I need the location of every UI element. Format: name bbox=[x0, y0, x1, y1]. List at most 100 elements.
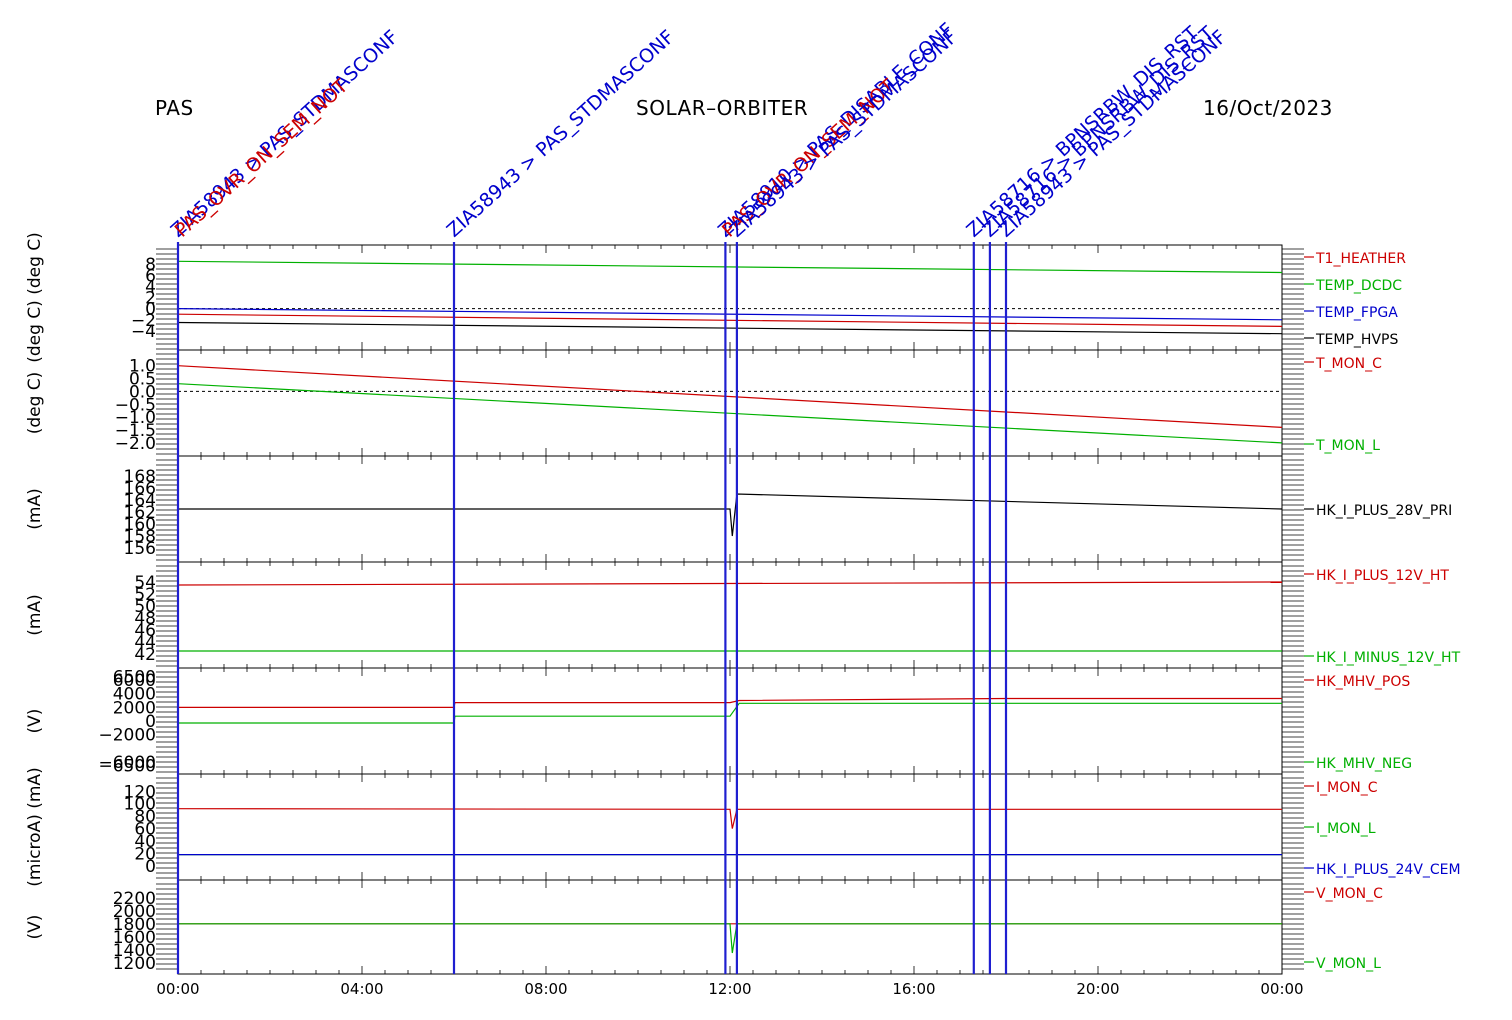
series-line-hk-mhv-neg bbox=[178, 702, 1282, 724]
y-tick-label: 0.5 bbox=[129, 370, 156, 390]
legend-label: HK_I_PLUS_24V_CEM bbox=[1316, 862, 1461, 878]
legend-label: I_MON_C bbox=[1316, 780, 1378, 796]
legend-label: HK_MHV_POS bbox=[1316, 674, 1410, 690]
y-tick-label: 20 bbox=[134, 844, 156, 864]
y-tick-label: 40 bbox=[134, 832, 156, 852]
y-tick-label: 52 bbox=[134, 585, 156, 605]
legend-label: I_MON_L bbox=[1316, 821, 1376, 837]
panel-frame bbox=[177, 667, 1283, 775]
y-tick-label: −0.5 bbox=[115, 395, 156, 415]
y-tick-label: −2.0 bbox=[115, 434, 156, 454]
y-tick-label: 46 bbox=[134, 621, 156, 641]
y-tick-label: 6500 bbox=[113, 668, 156, 688]
legend-label: TEMP_HVPS bbox=[1315, 332, 1398, 348]
event-label: PAS_OVR_ON_SEM_NOT bbox=[171, 75, 353, 242]
y-tick-label: −6000 bbox=[98, 753, 156, 773]
y-tick-label: 2000 bbox=[113, 698, 156, 718]
y-tick-label: 60 bbox=[134, 820, 156, 840]
y-axis-label: (deg C) bbox=[25, 372, 45, 435]
legend-label: V_MON_L bbox=[1316, 956, 1381, 972]
legend-label: HK_I_PLUS_28V_PRI bbox=[1316, 503, 1452, 519]
series-line-t1-heather bbox=[177, 313, 1283, 327]
y-axis-label: (V) bbox=[25, 915, 45, 940]
y-tick-label: 166 bbox=[124, 479, 156, 499]
y-tick-label: 2200 bbox=[113, 889, 156, 909]
y-tick-label: 44 bbox=[134, 633, 156, 653]
event-label: ZIA58943 > PAS_STDMASCONF bbox=[726, 26, 962, 242]
y-tick-label: 2000 bbox=[113, 902, 156, 922]
y-tick-label: 48 bbox=[134, 609, 156, 629]
x-tick-label: 04:00 bbox=[340, 980, 383, 998]
y-tick-label: 158 bbox=[124, 527, 156, 547]
series-line-t-mon-c bbox=[177, 365, 1283, 428]
legend-label: TEMP_FPGA bbox=[1315, 305, 1398, 321]
y-tick-label: 0.0 bbox=[129, 382, 156, 402]
x-tick-label: 00:00 bbox=[1260, 980, 1303, 998]
y-tick-label: −2 bbox=[131, 311, 156, 331]
panel-frame bbox=[177, 349, 1283, 457]
y-tick-label: 4000 bbox=[113, 685, 156, 705]
y-tick-label: 1600 bbox=[113, 928, 156, 948]
legend-label: T_MON_L bbox=[1315, 438, 1380, 454]
legend-label: HK_I_MINUS_12V_HT bbox=[1316, 650, 1461, 666]
event-label: ZIA58943 > PAS_STDMASCONF bbox=[443, 26, 679, 242]
series-line-hk-i-plus-28v-pri bbox=[178, 493, 1283, 537]
legend-label: V_MON_C bbox=[1316, 886, 1383, 902]
legend-label: HK_MHV_NEG bbox=[1316, 756, 1412, 772]
x-tick-label: 12:00 bbox=[708, 980, 751, 998]
series-line-hk-i-plus-12v-ht bbox=[177, 581, 1283, 586]
y-tick-label: 156 bbox=[124, 539, 156, 559]
y-tick-label: 1.0 bbox=[129, 357, 156, 377]
panel-2: 1.00.50.0−0.5−1.0−1.5−2.0 (deg C) T_MON_C T… bbox=[25, 349, 1382, 457]
series-line-temp-hvps bbox=[177, 321, 1283, 335]
legend-label: HK_I_PLUS_12V_HT bbox=[1316, 568, 1449, 584]
y-axis-label: (mA) bbox=[25, 594, 45, 635]
y-tick-label: 2 bbox=[145, 289, 156, 309]
y-tick-label: 80 bbox=[134, 807, 156, 827]
y-axis-label: (microA) (mA) bbox=[25, 767, 45, 886]
legend-label: TEMP_DCDC bbox=[1315, 278, 1402, 294]
panel-frame bbox=[177, 244, 1283, 351]
y-tick-label: −1.5 bbox=[115, 421, 156, 441]
series-line-i-mon-c bbox=[177, 808, 1282, 829]
mission-title: SOLAR–ORBITER bbox=[636, 96, 809, 120]
y-tick-label: 120 bbox=[124, 782, 156, 802]
y-tick-label: 42 bbox=[134, 645, 156, 665]
y-tick-label: 100 bbox=[124, 795, 156, 815]
y-tick-label: 160 bbox=[124, 515, 156, 535]
y-tick-label: 6000 bbox=[113, 671, 156, 691]
series-line-temp-fpga bbox=[177, 308, 1283, 321]
y-tick-label: 6 bbox=[145, 266, 156, 286]
date-title: 16/Oct/2023 bbox=[1203, 96, 1333, 120]
y-tick-label: 1400 bbox=[113, 941, 156, 961]
instrument-title: PAS bbox=[155, 96, 194, 120]
y-axis-label: (V) bbox=[25, 709, 45, 734]
series-line-temp-dcdc bbox=[177, 260, 1283, 274]
y-tick-label: 54 bbox=[134, 573, 156, 593]
legend-label: T1_HEATHER bbox=[1315, 251, 1406, 267]
y-axis-label: (mA) bbox=[25, 488, 45, 529]
y-tick-label: −2000 bbox=[98, 726, 156, 746]
x-tick-label: 08:00 bbox=[524, 980, 567, 998]
y-tick-label: −4 bbox=[131, 322, 156, 342]
series-line-t-mon-l bbox=[177, 383, 1283, 444]
x-tick-label: 16:00 bbox=[892, 980, 935, 998]
y-tick-label: 0 bbox=[145, 712, 156, 732]
series-line-v-mon-l bbox=[178, 923, 1282, 954]
legend-label: T_MON_C bbox=[1315, 356, 1382, 372]
x-tick-label: 20:00 bbox=[1076, 980, 1119, 998]
panel-frame bbox=[177, 561, 1283, 669]
y-tick-label: 4 bbox=[145, 277, 156, 297]
y-tick-label: 8 bbox=[145, 255, 156, 275]
y-tick-label: 168 bbox=[124, 467, 156, 487]
y-tick-label: 164 bbox=[124, 491, 156, 511]
y-tick-label: 162 bbox=[124, 503, 156, 523]
y-axis-label: (deg C) (deg C) bbox=[25, 232, 45, 363]
